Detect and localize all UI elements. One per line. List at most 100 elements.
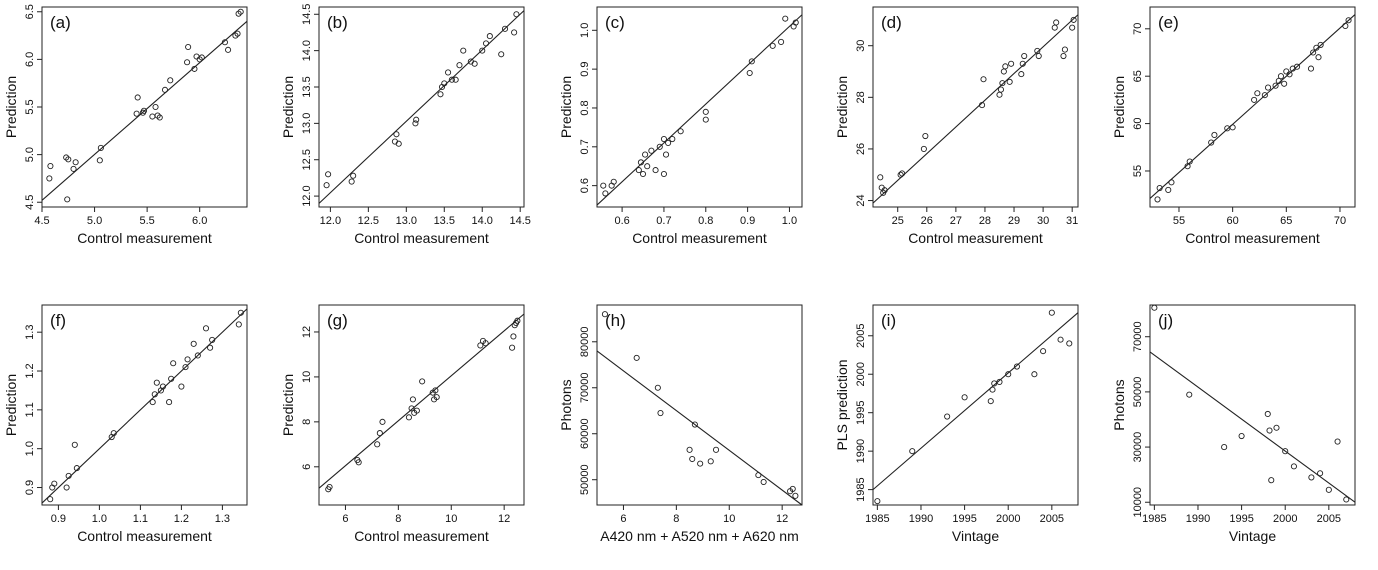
data-point bbox=[184, 356, 191, 363]
y-tick-label: 0.7 bbox=[579, 139, 591, 154]
data-point bbox=[64, 196, 71, 203]
data-point bbox=[65, 156, 72, 163]
data-point bbox=[374, 441, 381, 448]
data-point bbox=[702, 116, 709, 123]
x-tick-label: 13.0 bbox=[396, 215, 417, 227]
x-tick-label: 1.2 bbox=[174, 513, 189, 525]
y-tick-label: 0.9 bbox=[579, 61, 591, 76]
data-point bbox=[1035, 52, 1042, 60]
y-tick-label: 28 bbox=[855, 91, 867, 103]
x-tick-label: 1985 bbox=[1142, 513, 1166, 525]
panel-label: (g) bbox=[327, 311, 348, 330]
data-point bbox=[513, 11, 520, 18]
data-point bbox=[191, 65, 198, 72]
data-point bbox=[978, 102, 986, 109]
data-point bbox=[71, 441, 78, 448]
data-point bbox=[755, 472, 762, 479]
plot-frame bbox=[596, 304, 803, 506]
data-point bbox=[393, 131, 400, 138]
x-tick-label: 31 bbox=[1066, 215, 1078, 227]
y-axis-label: Prediction bbox=[1111, 76, 1127, 138]
regression-line bbox=[872, 14, 1079, 204]
data-point bbox=[471, 60, 478, 67]
x-axis-label: Control measurement bbox=[354, 528, 489, 544]
data-point bbox=[1268, 477, 1275, 484]
x-tick-label: 5.0 bbox=[87, 215, 102, 227]
data-point bbox=[1186, 158, 1193, 165]
data-point bbox=[1283, 68, 1290, 75]
y-tick-label: 80000 bbox=[579, 326, 591, 357]
data-point bbox=[110, 430, 117, 437]
x-tick-label: 60 bbox=[1227, 215, 1239, 227]
data-point bbox=[221, 39, 228, 46]
data-point bbox=[1002, 63, 1009, 70]
data-point bbox=[657, 409, 664, 417]
x-tick-label: 1.1 bbox=[133, 513, 148, 525]
data-point bbox=[1254, 90, 1261, 97]
data-point bbox=[1286, 71, 1293, 78]
y-tick-label: 14.5 bbox=[301, 4, 313, 25]
x-tick-label: 12.5 bbox=[358, 215, 379, 227]
x-tick-label: 14.5 bbox=[509, 215, 530, 227]
data-point bbox=[789, 485, 796, 492]
data-point bbox=[237, 8, 244, 15]
x-tick-label: 30 bbox=[1037, 215, 1049, 227]
data-point bbox=[97, 144, 104, 152]
panel-label: (i) bbox=[881, 311, 896, 330]
panel-b: 12.0 12.5 13.0 13.5 14.0 14.5 12.0 12.5 13.0 13.5… bbox=[280, 4, 531, 246]
y-tick-label: 13.0 bbox=[301, 113, 313, 134]
data-point bbox=[445, 69, 452, 76]
data-point bbox=[1008, 60, 1015, 67]
data-point bbox=[1317, 470, 1324, 477]
regression-line bbox=[1149, 14, 1356, 199]
data-point bbox=[1051, 24, 1058, 31]
panel-j: 1985 1990 1995 2000 2005 10000 30000 50000 70000… bbox=[1111, 304, 1356, 544]
data-point bbox=[437, 91, 444, 98]
data-point bbox=[665, 139, 672, 146]
y-tick-label: 1.2 bbox=[24, 363, 36, 378]
data-point bbox=[633, 354, 640, 361]
data-point bbox=[46, 175, 53, 182]
y-tick-label: 1990 bbox=[855, 439, 867, 463]
data-point bbox=[501, 25, 509, 32]
y-tick-label: 50000 bbox=[1132, 377, 1144, 408]
data-point bbox=[202, 325, 210, 332]
x-tick-label: 1.3 bbox=[215, 513, 230, 525]
y-tick-label: 10000 bbox=[1132, 487, 1144, 518]
data-point bbox=[600, 182, 607, 189]
data-point bbox=[408, 405, 415, 412]
data-point bbox=[782, 15, 789, 22]
data-point bbox=[909, 448, 916, 455]
data-point bbox=[194, 352, 201, 359]
x-tick-label: 14.0 bbox=[472, 215, 493, 227]
data-point bbox=[991, 380, 998, 387]
x-tick-label: 0.9 bbox=[51, 513, 66, 525]
x-tick-label: 12.0 bbox=[320, 215, 341, 227]
y-tick-label: 60 bbox=[1132, 117, 1144, 129]
x-tick-label: 55 bbox=[1173, 215, 1185, 227]
data-point bbox=[697, 460, 704, 467]
data-point bbox=[350, 172, 357, 179]
data-point bbox=[72, 159, 79, 166]
data-point bbox=[1264, 410, 1271, 418]
data-point bbox=[1277, 73, 1284, 80]
data-point bbox=[134, 94, 141, 101]
data-point bbox=[153, 379, 160, 386]
data-point bbox=[161, 86, 169, 93]
data-point bbox=[225, 46, 232, 53]
data-point bbox=[198, 54, 205, 61]
data-point bbox=[877, 174, 884, 181]
y-axis-label: Prediction bbox=[280, 76, 296, 138]
data-point bbox=[51, 480, 58, 487]
y-tick-label: 0.8 bbox=[579, 100, 591, 115]
x-tick-label: 8 bbox=[395, 513, 401, 525]
y-tick-label: 13.5 bbox=[301, 76, 313, 97]
data-point bbox=[63, 484, 70, 491]
data-point bbox=[989, 386, 996, 393]
x-tick-label: 28 bbox=[979, 215, 991, 227]
data-point bbox=[1290, 463, 1297, 470]
plot-frame bbox=[596, 6, 803, 208]
data-point bbox=[1345, 17, 1352, 24]
data-point bbox=[1053, 19, 1060, 26]
panel-i: 1985 1990 1995 2000 2005 1985 1990 1995 2000 2005… bbox=[834, 304, 1079, 544]
